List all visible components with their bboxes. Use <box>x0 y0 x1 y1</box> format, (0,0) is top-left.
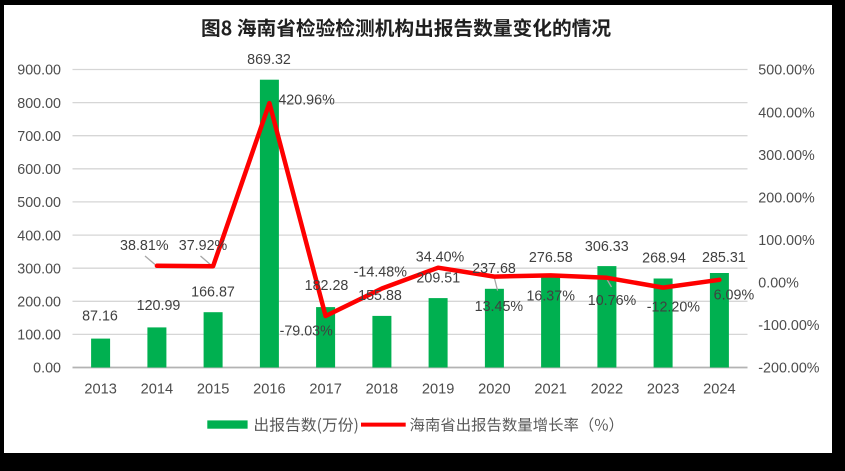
svg-text:0.00: 0.00 <box>33 361 61 377</box>
svg-text:38.81%: 38.81% <box>120 238 169 254</box>
svg-text:2022: 2022 <box>591 381 623 397</box>
svg-text:100.00: 100.00 <box>17 328 61 344</box>
svg-text:500.00: 500.00 <box>17 195 61 211</box>
svg-text:-14.48%: -14.48% <box>354 264 408 280</box>
svg-text:2014: 2014 <box>141 381 173 397</box>
svg-text:268.94: 268.94 <box>642 251 686 267</box>
svg-text:300.00: 300.00 <box>17 261 61 277</box>
svg-text:600.00: 600.00 <box>17 162 61 178</box>
svg-text:276.58: 276.58 <box>529 250 573 266</box>
svg-text:166.87: 166.87 <box>191 285 235 301</box>
svg-text:-100.00%: -100.00% <box>758 318 819 334</box>
svg-text:6.09%: 6.09% <box>714 288 755 304</box>
svg-text:0.00%: 0.00% <box>758 276 799 292</box>
svg-text:306.33: 306.33 <box>585 239 629 255</box>
svg-text:2013: 2013 <box>84 381 116 397</box>
svg-text:900.00: 900.00 <box>17 63 61 79</box>
svg-text:120.99: 120.99 <box>137 298 181 314</box>
svg-text:10.76%: 10.76% <box>588 293 637 309</box>
svg-text:155.88: 155.88 <box>358 288 402 304</box>
svg-text:300.00%: 300.00% <box>758 148 815 164</box>
svg-text:420.96%: 420.96% <box>278 93 335 109</box>
svg-text:-79.03%: -79.03% <box>280 324 334 340</box>
svg-text:700.00: 700.00 <box>17 129 61 145</box>
svg-text:400.00: 400.00 <box>17 228 61 244</box>
svg-text:2016: 2016 <box>253 381 285 397</box>
svg-text:209.51: 209.51 <box>416 271 460 287</box>
svg-text:182.28: 182.28 <box>305 278 349 294</box>
svg-text:869.32: 869.32 <box>247 52 291 68</box>
svg-text:800.00: 800.00 <box>17 96 61 112</box>
svg-text:2020: 2020 <box>478 381 510 397</box>
svg-text:34.40%: 34.40% <box>416 249 465 265</box>
svg-text:2017: 2017 <box>309 381 341 397</box>
svg-text:500.00%: 500.00% <box>758 63 815 79</box>
svg-text:37.92%: 37.92% <box>179 238 228 254</box>
svg-text:100.00%: 100.00% <box>758 233 815 249</box>
svg-text:2015: 2015 <box>197 381 229 397</box>
svg-text:2023: 2023 <box>647 381 679 397</box>
svg-text:2021: 2021 <box>534 381 566 397</box>
svg-text:200.00: 200.00 <box>17 295 61 311</box>
svg-text:2019: 2019 <box>422 381 454 397</box>
svg-text:2024: 2024 <box>703 381 735 397</box>
svg-text:237.68: 237.68 <box>472 261 516 277</box>
svg-text:200.00%: 200.00% <box>758 190 815 206</box>
svg-text:-200.00%: -200.00% <box>758 361 819 377</box>
svg-text:400.00%: 400.00% <box>758 105 815 121</box>
svg-text:285.31: 285.31 <box>702 250 746 266</box>
svg-text:2018: 2018 <box>366 381 398 397</box>
svg-text:16.37%: 16.37% <box>526 288 575 304</box>
svg-text:13.45%: 13.45% <box>475 299 524 315</box>
svg-text:-12.20%: -12.20% <box>647 299 701 315</box>
svg-text:87.16: 87.16 <box>82 309 118 325</box>
